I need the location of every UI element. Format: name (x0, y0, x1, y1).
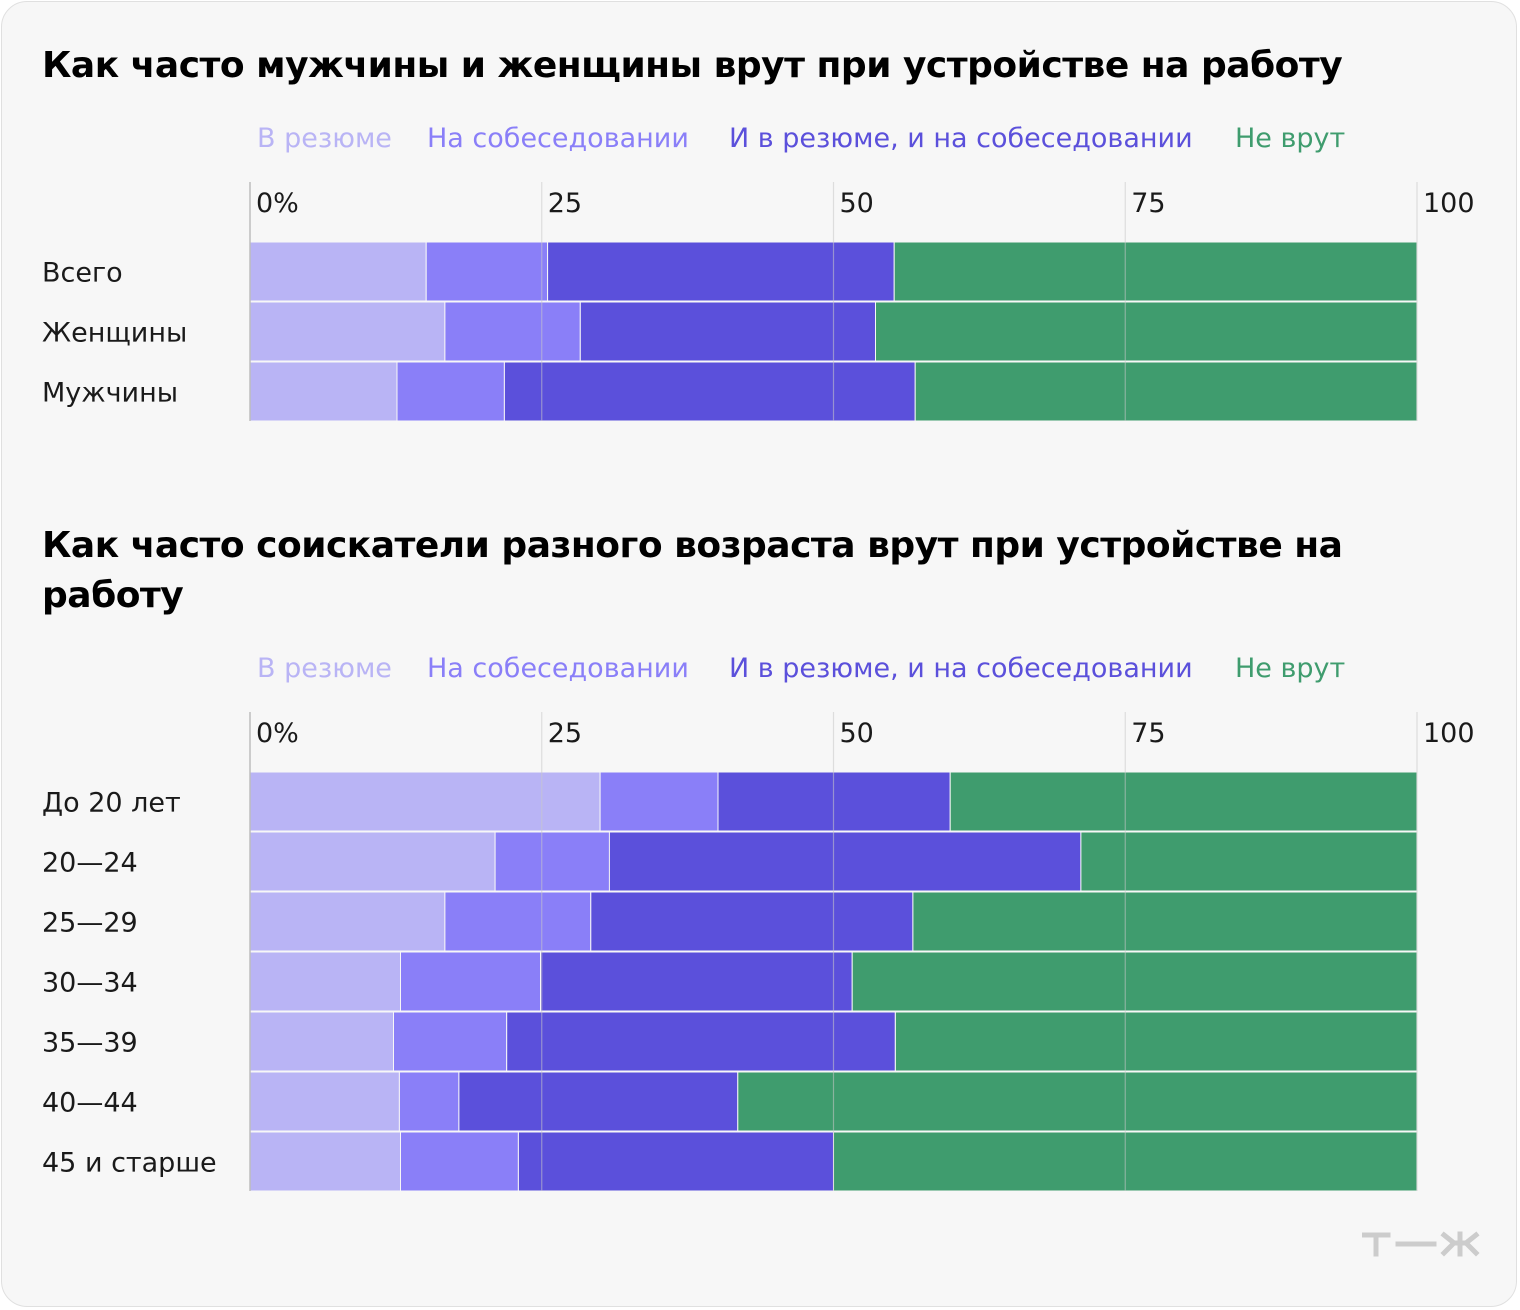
category-label: 30—34 (42, 968, 138, 999)
bar-ne-vrut-4 (894, 1011, 1418, 1072)
bar-ne-vrut-2 (914, 361, 1418, 422)
legend-na-sobesedovanii: На собеседовании (427, 653, 689, 684)
bar-ne-vrut-3 (851, 951, 1418, 1012)
chart-1-title: Как часто мужчины и женщины врут при уст… (42, 45, 1343, 86)
category-label: До 20 лет (42, 788, 181, 819)
chart-2-title: Как часто соискатели разного возраста вр… (42, 525, 1343, 616)
bar-oba-1 (579, 301, 877, 362)
chart-2-plot: До 20 лет 20—24 25—29 30—34 35—39 40—44 45 и с… (42, 710, 1482, 1195)
x-tick-label: 75 (1131, 718, 1165, 749)
legend-ne-vrut: Не врут (1235, 653, 1346, 684)
legend-v-rezume: В резюме (257, 123, 392, 154)
bar-na-sobesedovanii-2 (444, 891, 592, 952)
category-label: 40—44 (42, 1088, 138, 1119)
bar-na-sobesedovanii-4 (393, 1011, 508, 1072)
x-tick-label: 25 (548, 718, 582, 749)
bar-v-rezume-5 (249, 1071, 400, 1132)
bar-v-rezume-2 (249, 361, 398, 422)
x-tick-label: 25 (548, 188, 582, 219)
bar-ne-vrut-0 (949, 771, 1418, 832)
category-label: Мужчины (42, 378, 178, 409)
x-tick-label: 100 (1423, 188, 1475, 219)
legend-oba: И в резюме, и на собеседовании (729, 653, 1193, 684)
bar-ne-vrut-1 (1080, 831, 1418, 892)
bar-v-rezume-2 (249, 891, 446, 952)
x-tick-label: 100 (1423, 718, 1475, 749)
bar-na-sobesedovanii-5 (398, 1071, 460, 1132)
legend-na-sobesedovanii: На собеседовании (427, 123, 689, 154)
bar-na-sobesedovanii-0 (599, 771, 719, 832)
bar-oba-3 (540, 951, 853, 1012)
chart-1-plot: Всего Женщины Мужчины 0% 25 50 75 100 (42, 180, 1482, 425)
bar-na-sobesedovanii-2 (396, 361, 505, 422)
bar-oba-2 (503, 361, 916, 422)
bar-oba-6 (517, 1131, 834, 1192)
bar-ne-vrut-5 (737, 1071, 1418, 1132)
bar-v-rezume-0 (249, 771, 601, 832)
tzh-logo (1362, 1231, 1480, 1257)
bar-oba-1 (608, 831, 1082, 892)
bar-oba-5 (458, 1071, 739, 1132)
bar-v-rezume-4 (249, 1011, 394, 1072)
bar-ne-vrut-0 (893, 241, 1418, 302)
bar-oba-2 (590, 891, 914, 952)
category-label: Всего (42, 258, 123, 289)
bar-v-rezume-1 (249, 831, 496, 892)
category-label: 25—29 (42, 908, 138, 939)
bar-v-rezume-6 (249, 1131, 401, 1192)
bar-na-sobesedovanii-6 (400, 1131, 519, 1192)
bar-ne-vrut-2 (912, 891, 1418, 952)
bar-na-sobesedovanii-1 (494, 831, 611, 892)
bar-ne-vrut-1 (875, 301, 1418, 362)
bar-na-sobesedovanii-1 (444, 301, 581, 362)
x-tick-label: 50 (840, 718, 874, 749)
legend-v-rezume: В резюме (257, 653, 392, 684)
bar-na-sobesedovanii-0 (425, 241, 549, 302)
bar-v-rezume-3 (249, 951, 401, 1012)
bar-oba-0 (547, 241, 895, 302)
category-label: 20—24 (42, 848, 138, 879)
chart-2-svg: До 20 лет 20—24 25—29 30—34 35—39 40—44 45 и с… (42, 712, 1475, 1192)
legend-ne-vrut: Не врут (1235, 123, 1346, 154)
category-label: 35—39 (42, 1028, 138, 1059)
x-tick-label: 50 (840, 188, 874, 219)
x-tick-label: 75 (1131, 188, 1165, 219)
bar-v-rezume-0 (249, 241, 427, 302)
category-label: 45 и старше (42, 1148, 217, 1179)
bar-na-sobesedovanii-3 (400, 951, 541, 1012)
chart-1-svg: Всего Женщины Мужчины 0% 25 50 75 100 (42, 182, 1475, 422)
bar-oba-4 (506, 1011, 896, 1072)
x-tick-label: 0% (256, 718, 299, 749)
bar-v-rezume-1 (249, 301, 446, 362)
category-label: Женщины (42, 318, 187, 349)
x-tick-label: 0% (256, 188, 299, 219)
legend-oba: И в резюме, и на собеседовании (729, 123, 1193, 154)
